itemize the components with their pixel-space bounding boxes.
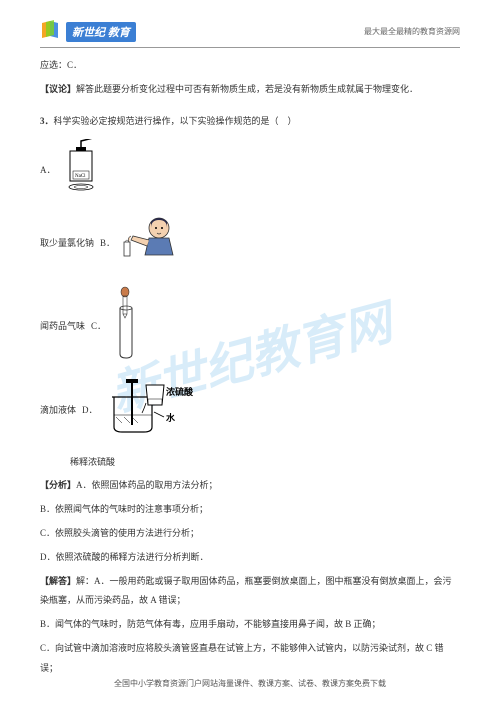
book-icon [40, 20, 64, 43]
analysis-b: B．依照闻气体的气味时的注意事项分析； [40, 500, 460, 520]
answer-c: C．向试管中滴加溶液时应将胶头滴管竖直悬在试管上方，不能够伸入试管内，以防污染试… [40, 639, 460, 679]
option-d-label: D． [82, 401, 98, 421]
option-c-caption: 滴加液体 [40, 401, 76, 421]
option-b-label: B． [100, 234, 115, 254]
svg-text:NaCl: NaCl [75, 174, 86, 179]
svg-text:水: 水 [166, 412, 176, 423]
option-c: 闻药品气味 C． [40, 286, 460, 369]
option-b-caption: 闻药品气味 [40, 317, 85, 337]
person-smelling-icon [121, 210, 181, 278]
header-tagline: 最大最全最精的教育资源网 [364, 26, 460, 37]
question-3: 3．科学实验必定按规范进行操作，以下实验操作规范的是（ ） [40, 112, 460, 132]
option-a: A． NaCl [40, 139, 460, 202]
dropper-tube-icon [112, 286, 142, 369]
analysis-a: 【分析】A．依照固体药品的取用方法分析； [40, 476, 460, 496]
discussion: 【议论】解答此题要分析变化过程中可否有新物质生成，若是没有新物质生成就属于物理变… [40, 80, 460, 100]
option-c-label: C． [91, 317, 106, 337]
answer-b: B．闻气体的气味时，防范气体有毒，应用手扇动，不能够直接用鼻子闻，故 B 正确； [40, 615, 460, 635]
answer-line: 应选：C． [40, 56, 460, 76]
answer-a: 【解答】解：A．一般用药匙或镊子取用固体药品，瓶塞要倒放桌面上，图中瓶塞没有倒放… [40, 572, 460, 612]
analysis-c: C．依照胶头滴管的使用方法进行分析； [40, 524, 460, 544]
dilution-beaker-icon: 浓硫酸 水 [104, 377, 194, 445]
bottle-diagram-icon: NaCl [62, 139, 107, 202]
option-a-label: A． [40, 161, 56, 181]
logo: 新世纪 教育 [40, 20, 136, 43]
document-content: 应选：C． 【议论】解答此题要分析变化过程中可否有新物质生成，若是没有新物质生成… [40, 56, 460, 679]
option-d-caption: 稀释浓硫酸 [70, 453, 460, 473]
svg-text:浓硫酸: 浓硫酸 [166, 386, 194, 397]
option-b: 取少量氯化钠 B． [40, 210, 460, 278]
analysis-d: D．依照浓硫酸的稀释方法进行分析判断． [40, 548, 460, 568]
option-a-caption: 取少量氯化钠 [40, 234, 94, 254]
logo-text: 新世纪 教育 [66, 22, 136, 42]
page-footer: 全国中小学教育资源门户网站海量课件、教课方案、试卷、教课方案免费下载 [0, 678, 500, 689]
option-d: 滴加液体 D． 浓硫酸 水 [40, 377, 460, 445]
page-header: 新世纪 教育 最大最全最精的教育资源网 [40, 20, 460, 48]
